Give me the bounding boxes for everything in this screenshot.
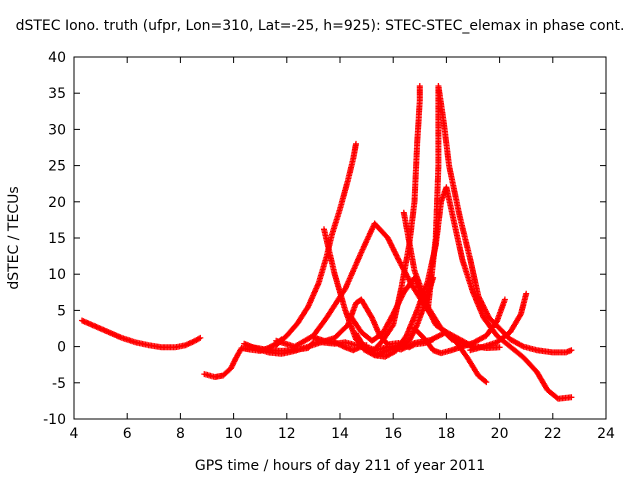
- y-tick-label: 40: [48, 50, 66, 66]
- data-point-marker: [435, 333, 442, 340]
- data-point-marker: [310, 334, 317, 341]
- data-point-marker: [496, 344, 503, 351]
- series-13: [310, 274, 437, 359]
- x-tick-label: 24: [597, 426, 615, 442]
- data-point-marker: [368, 313, 375, 320]
- data-point-marker: [197, 334, 204, 341]
- y-tick-label: 15: [48, 231, 66, 247]
- series-9: [353, 184, 575, 402]
- data-point-marker: [196, 335, 202, 342]
- chart-title: dSTEC Iono. truth (ufpr, Lon=310, Lat=-2…: [16, 18, 625, 34]
- x-tick-label: 10: [225, 426, 243, 442]
- data-point-marker: [399, 292, 406, 298]
- data-point-marker: [519, 342, 526, 349]
- x-tick-label: 6: [123, 426, 132, 442]
- data-point-marker: [517, 312, 524, 319]
- series-15: [467, 290, 530, 354]
- data-point-marker: [523, 290, 530, 297]
- y-axis-label: dSTEC / TECUs: [6, 186, 22, 289]
- data-point-marker: [568, 394, 575, 401]
- y-tick-label: 10: [48, 267, 66, 283]
- data-point-marker: [428, 312, 435, 319]
- data-point-marker: [182, 342, 189, 349]
- series-10: [353, 83, 423, 353]
- x-tick-label: 4: [70, 426, 79, 442]
- series-12: [424, 83, 575, 356]
- x-tick-label: 8: [176, 426, 185, 442]
- y-tick-label: 5: [57, 303, 66, 319]
- data-point-marker: [390, 245, 397, 252]
- axis-ticks: 4 6 8 10 12 14 16 18 20 22 24 -10 -5 0 5 10 15 20 25 30 35 40: [43, 50, 615, 442]
- x-tick-label: 22: [544, 426, 562, 442]
- data-point-marker: [392, 306, 399, 313]
- data-markers: [79, 83, 575, 402]
- y-tick-label: 30: [48, 122, 66, 138]
- data-point-marker: [380, 349, 387, 356]
- x-tick-label: 20: [491, 426, 509, 442]
- series-1: [79, 317, 204, 351]
- y-tick-label: 0: [57, 340, 66, 356]
- data-point-marker: [416, 83, 423, 89]
- data-point-marker: [479, 301, 486, 308]
- data-point-marker: [390, 311, 397, 317]
- plot-frame: [73, 56, 607, 420]
- x-tick-label: 14: [331, 426, 349, 442]
- x-tick-label: 18: [437, 426, 455, 442]
- data-point-marker: [568, 347, 575, 354]
- y-tick-label: 25: [48, 159, 66, 175]
- data-point-marker: [477, 297, 484, 303]
- data-point-marker: [483, 379, 490, 386]
- data-point-marker: [388, 241, 395, 248]
- data-point-marker: [309, 340, 316, 347]
- y-tick-label: 35: [48, 86, 66, 102]
- data-point-marker: [389, 323, 396, 330]
- data-point-marker: [353, 140, 359, 147]
- series-4: [273, 140, 359, 349]
- data-point-marker: [482, 378, 489, 385]
- series-2: [201, 336, 285, 380]
- y-tick-label: 20: [48, 195, 66, 211]
- x-axis-label: GPS time / hours of day 211 of year 2011: [195, 458, 485, 474]
- data-point-marker: [384, 347, 391, 354]
- data-point-marker: [501, 296, 508, 303]
- x-tick-label: 16: [384, 426, 402, 442]
- series-14: [411, 296, 508, 357]
- y-tick-label: -10: [43, 412, 66, 428]
- x-tick-label: 12: [278, 426, 296, 442]
- y-tick-label: -5: [52, 376, 66, 392]
